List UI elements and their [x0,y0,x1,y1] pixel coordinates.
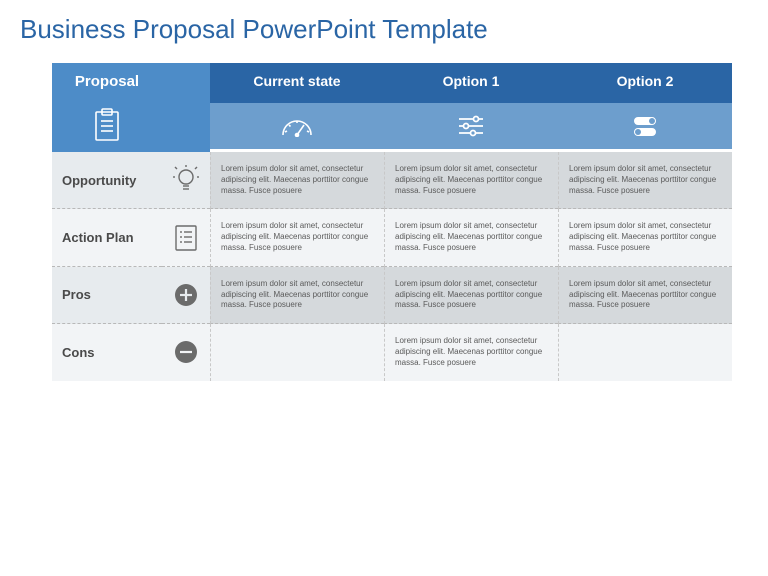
header-col-2: Option 2 [558,63,732,103]
slide: Business Proposal PowerPoint Template Pr… [0,0,768,576]
cell: Lorem ipsum dolor sit amet, consectetur … [210,209,384,266]
cell: Lorem ipsum dolor sit amet, consectetur … [384,152,558,209]
cell: Lorem ipsum dolor sit amet, consectetur … [558,267,732,324]
header-proposal: Proposal [52,63,162,152]
row-label-actionplan: Action Plan [52,209,162,266]
page-title: Business Proposal PowerPoint Template [0,0,768,53]
row-label-opportunity: Opportunity [52,152,162,209]
grid: Proposal Current state Option 1 Option 2 [52,63,732,381]
checklist-icon [162,209,210,266]
row-label-cons: Cons [52,324,162,380]
row-label-pros: Pros [52,267,162,324]
cell: Lorem ipsum dolor sit amet, consectetur … [210,267,384,324]
clipboard-icon [93,108,121,142]
comparison-table: Proposal Current state Option 1 Option 2 [0,53,768,401]
minus-icon [162,324,210,380]
cell: Lorem ipsum dolor sit amet, consectetur … [384,209,558,266]
gauge-icon [210,103,384,149]
cell: Lorem ipsum dolor sit amet, consectetur … [210,152,384,209]
sliders-icon [384,103,558,149]
lightbulb-icon [162,152,210,209]
header-gap [162,63,210,152]
cell [210,324,384,380]
cell: Lorem ipsum dolor sit amet, consectetur … [558,209,732,266]
cell: Lorem ipsum dolor sit amet, consectetur … [384,267,558,324]
cell [558,324,732,380]
plus-icon [162,267,210,324]
toggles-icon [558,103,732,149]
header-col-1: Option 1 [384,63,558,103]
cell: Lorem ipsum dolor sit amet, consectetur … [558,152,732,209]
header-col-0: Current state [210,63,384,103]
header-proposal-label: Proposal [75,73,139,90]
cell: Lorem ipsum dolor sit amet, consectetur … [384,324,558,380]
